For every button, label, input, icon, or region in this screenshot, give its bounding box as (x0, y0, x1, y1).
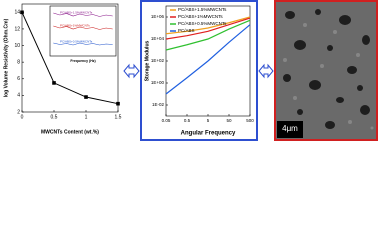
y-tick-label: 4 (17, 93, 20, 99)
series-label: PC/ABS+1.5%MWCNTs (60, 10, 93, 14)
series-label: PC/ABS+1%MWCNTs (60, 23, 90, 27)
y-tick-label: 1E+00 (151, 80, 165, 85)
texture (283, 23, 374, 130)
x-tick-label: 0.5 (184, 118, 191, 123)
x-tick-label: 0.05 (162, 118, 171, 123)
y-tick-label: 2 (17, 109, 20, 115)
x-tick-label: 1.5 (115, 114, 122, 120)
data-point (116, 101, 120, 106)
series-line (165, 24, 251, 95)
y-axis-label: log Volume Resistivity (Ohm.Cm) (3, 18, 9, 97)
series-line (165, 19, 251, 51)
x-tick-label: 0.5 (51, 114, 58, 120)
series-line (21, 12, 119, 105)
legend-label: PC/ABS+1%MWCNTs (178, 14, 223, 19)
series-line (53, 12, 113, 17)
y-tick-label: 10 (14, 43, 20, 49)
x-axis-label: Frequency (Hz) (70, 59, 95, 63)
legend-label: PC/ABS+0.5%MWCNTs (178, 21, 227, 26)
legend-label: PC/ABS+1.5%MWCNTs (178, 7, 227, 12)
arrow (258, 63, 274, 79)
data-point (52, 81, 56, 85)
y-tick-label: 1E+02 (151, 58, 165, 63)
sem-image: 4μm (274, 0, 378, 141)
x-axis-label: Angular Frequency (181, 131, 236, 137)
series-line (165, 17, 251, 40)
arrow (123, 63, 140, 79)
scale-label: 4μm (282, 124, 298, 133)
plot-frame (49, 5, 117, 57)
y-tick-label: 1E+04 (151, 36, 165, 41)
x-tick-label: 1 (85, 114, 88, 120)
y-tick-label: 8 (17, 59, 20, 65)
x-tick-label: 500 (246, 118, 254, 123)
series-line (165, 16, 251, 35)
data-point (20, 10, 24, 15)
x-tick-label: 0 (21, 114, 24, 120)
plot-frame (21, 3, 119, 113)
middle-panel-frame (140, 0, 258, 141)
x-tick-label: 50 (226, 118, 232, 123)
y-tick-label: 12 (14, 26, 20, 32)
y-axis-label: Storage Modulus (144, 41, 150, 82)
scale-box (277, 121, 303, 138)
x-axis-label: MWCNTs Content (wt.%) (41, 129, 99, 135)
data-point (84, 95, 88, 99)
y-tick-label: 6 (17, 76, 20, 82)
y-tick-label: 14 (14, 10, 20, 16)
legend-label: PC/ABS (178, 28, 195, 33)
pores (283, 9, 370, 129)
y-tick-label: 1E-02 (152, 102, 165, 107)
series-line (53, 42, 113, 46)
sem-frame (274, 0, 378, 141)
graphical-abstract: 4μm 2 4 6 8 10 12 14 0 0.5 1 1.5 log Volume Resisti… (3, 0, 378, 141)
series-line (53, 25, 113, 30)
series-label: PC/ABS+0.5%MWCNTs (60, 39, 93, 43)
x-tick-label: 5 (207, 118, 210, 123)
y-tick-label: 1E+06 (151, 14, 165, 19)
